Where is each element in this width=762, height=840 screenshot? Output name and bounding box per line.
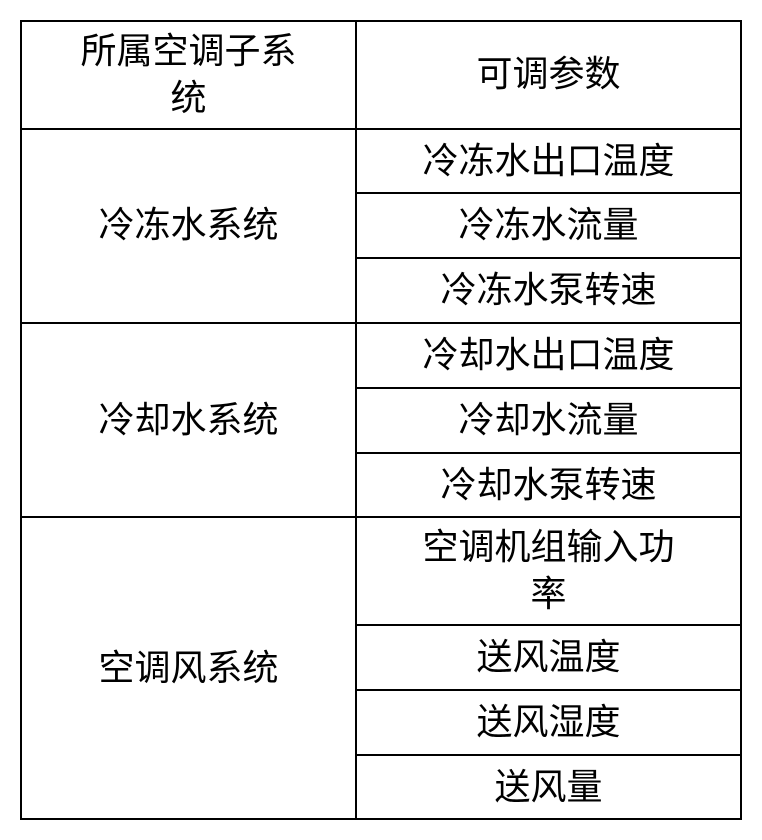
system-cell-cooling-water: 冷却水系统 xyxy=(21,323,356,517)
param-cell: 冷却水泵转速 xyxy=(356,453,741,518)
system-cell-chilled-water: 冷冻水系统 xyxy=(21,129,356,323)
param-cell: 送风温度 xyxy=(356,625,741,690)
table-row: 空调风系统 空调机组输入功率 xyxy=(21,517,741,625)
param-cell: 冷冻水出口温度 xyxy=(356,129,741,194)
system-cell-air-system: 空调风系统 xyxy=(21,517,356,819)
table-row: 冷却水系统 冷却水出口温度 xyxy=(21,323,741,388)
param-cell: 冷却水出口温度 xyxy=(356,323,741,388)
hvac-params-table: 所属空调子系统 可调参数 冷冻水系统 冷冻水出口温度 冷冻水流量 冷冻水泵转速 … xyxy=(20,20,742,820)
header-row: 所属空调子系统 可调参数 xyxy=(21,21,741,129)
param-cell: 送风湿度 xyxy=(356,690,741,755)
header-col2: 可调参数 xyxy=(356,21,741,129)
header-col1: 所属空调子系统 xyxy=(21,21,356,129)
param-cell: 冷却水流量 xyxy=(356,388,741,453)
param-cell: 空调机组输入功率 xyxy=(356,517,741,625)
param-cell: 冷冻水流量 xyxy=(356,193,741,258)
table-row: 冷冻水系统 冷冻水出口温度 xyxy=(21,129,741,194)
param-cell: 送风量 xyxy=(356,755,741,820)
param-cell: 冷冻水泵转速 xyxy=(356,258,741,323)
